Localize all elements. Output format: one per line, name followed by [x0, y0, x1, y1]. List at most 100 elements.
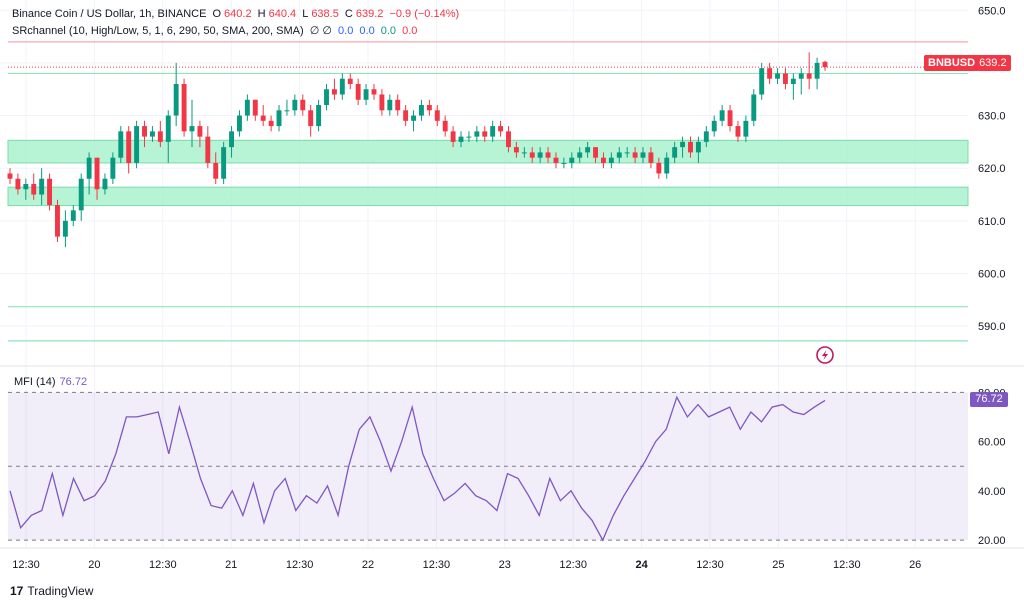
candle[interactable]: [695, 136, 701, 163]
candle[interactable]: [300, 94, 306, 116]
candle[interactable]: [688, 136, 693, 158]
candle[interactable]: [23, 178, 29, 200]
candle[interactable]: [806, 52, 812, 90]
candle[interactable]: [173, 62, 179, 127]
candle[interactable]: [790, 73, 796, 100]
candle[interactable]: [458, 131, 464, 148]
candle[interactable]: [395, 94, 401, 116]
candle[interactable]: [237, 110, 242, 137]
lightning-icon[interactable]: [816, 346, 834, 364]
candle[interactable]: [221, 141, 227, 184]
candle[interactable]: [640, 147, 646, 163]
candle[interactable]: [624, 147, 630, 158]
candle[interactable]: [593, 147, 598, 163]
candles[interactable]: [7, 52, 828, 248]
candle[interactable]: [632, 147, 638, 163]
candle[interactable]: [600, 152, 606, 169]
candle[interactable]: [316, 99, 322, 132]
candle[interactable]: [39, 168, 45, 206]
candle[interactable]: [110, 152, 116, 184]
candle[interactable]: [585, 141, 591, 158]
candle[interactable]: [775, 68, 780, 84]
candle[interactable]: [498, 120, 504, 137]
candle[interactable]: [371, 83, 377, 100]
candle[interactable]: [672, 141, 678, 163]
candle[interactable]: [387, 94, 393, 116]
candle[interactable]: [537, 147, 543, 163]
candle[interactable]: [822, 60, 828, 71]
candle[interactable]: [86, 152, 92, 195]
candle[interactable]: [450, 126, 456, 148]
candle[interactable]: [474, 126, 480, 142]
tradingview-logo[interactable]: 17 TradingView: [10, 584, 93, 598]
candle[interactable]: [102, 173, 108, 195]
candle[interactable]: [62, 210, 68, 248]
candle[interactable]: [814, 57, 820, 90]
candle[interactable]: [47, 173, 53, 211]
candle[interactable]: [711, 115, 717, 137]
candle[interactable]: [55, 199, 60, 242]
candle[interactable]: [379, 89, 385, 116]
candle[interactable]: [561, 157, 567, 169]
candle[interactable]: [798, 68, 804, 95]
candle[interactable]: [751, 89, 757, 127]
candle[interactable]: [165, 110, 171, 163]
candle[interactable]: [545, 147, 551, 163]
candle[interactable]: [664, 152, 670, 179]
candle[interactable]: [347, 73, 353, 90]
candle[interactable]: [229, 126, 235, 158]
candle[interactable]: [727, 105, 733, 132]
candle[interactable]: [244, 94, 250, 121]
candle[interactable]: [466, 131, 472, 142]
candle[interactable]: [31, 173, 37, 200]
candle[interactable]: [197, 120, 203, 148]
candle[interactable]: [252, 99, 258, 121]
candle[interactable]: [118, 126, 124, 163]
candle[interactable]: [355, 78, 361, 106]
candle[interactable]: [308, 105, 314, 137]
candle[interactable]: [260, 105, 266, 127]
candle[interactable]: [577, 147, 583, 163]
candle[interactable]: [15, 173, 21, 195]
candle[interactable]: [442, 115, 448, 137]
candle[interactable]: [134, 120, 140, 169]
candle[interactable]: [569, 152, 575, 169]
candle[interactable]: [680, 136, 686, 158]
candle[interactable]: [411, 110, 416, 132]
candle[interactable]: [324, 83, 329, 111]
candle[interactable]: [181, 78, 187, 137]
candle[interactable]: [735, 120, 741, 142]
candle[interactable]: [767, 62, 773, 84]
candle[interactable]: [656, 157, 662, 179]
time-axis[interactable]: 12:30 20 12:30 21 12:30 22 12:30 23 12:30 24 12:30…: [12, 559, 921, 571]
candle[interactable]: [403, 105, 409, 127]
candle[interactable]: [292, 94, 298, 116]
candle[interactable]: [419, 99, 424, 121]
candle[interactable]: [213, 152, 219, 184]
candle[interactable]: [94, 157, 100, 200]
mfi-line[interactable]: [9, 395, 826, 542]
candle[interactable]: [553, 152, 559, 169]
candle[interactable]: [482, 126, 488, 142]
candle[interactable]: [363, 83, 369, 106]
candle[interactable]: [426, 99, 432, 116]
candle[interactable]: [284, 99, 290, 116]
candle[interactable]: [521, 147, 527, 158]
candle[interactable]: [149, 126, 155, 142]
candle[interactable]: [513, 141, 519, 158]
candle[interactable]: [205, 126, 211, 169]
candle[interactable]: [703, 126, 709, 148]
candle[interactable]: [506, 126, 511, 153]
candle[interactable]: [759, 62, 765, 100]
candle[interactable]: [529, 147, 535, 163]
candle[interactable]: [434, 105, 440, 127]
candle[interactable]: [78, 173, 84, 221]
candle[interactable]: [616, 147, 622, 163]
candle[interactable]: [608, 152, 614, 169]
candle[interactable]: [743, 115, 749, 142]
candle[interactable]: [189, 99, 195, 148]
candle[interactable]: [490, 120, 496, 142]
mfi-series[interactable]: [9, 395, 826, 542]
